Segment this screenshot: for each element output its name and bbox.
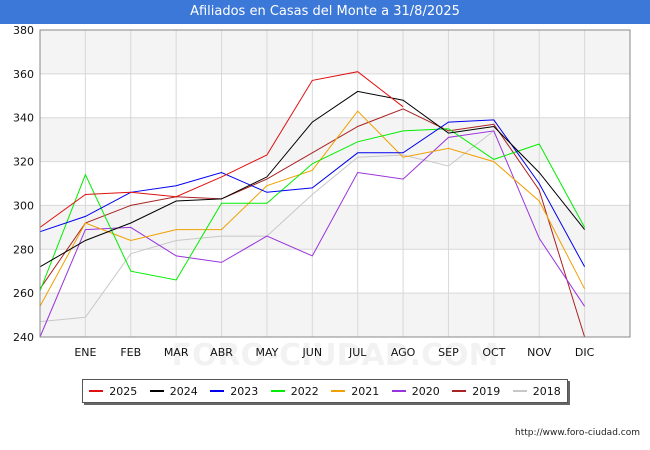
x-tick-label: ABR [210, 346, 233, 359]
legend-item-2018: 2018 [512, 384, 561, 398]
x-tick-label: MAR [164, 346, 189, 359]
legend-swatch [512, 390, 527, 392]
x-tick-label: SEP [438, 346, 459, 359]
series-line-2022 [39, 128, 586, 292]
legend-item-2022: 2022 [270, 384, 319, 398]
legend-label: 2020 [411, 384, 440, 398]
legend-swatch [452, 390, 467, 392]
x-tick-label: ENE [74, 346, 96, 359]
chart-title: Afiliados en Casas del Monte a 31/8/2025 [0, 0, 650, 24]
legend-label: 2022 [290, 384, 319, 398]
legend-item-2021: 2021 [331, 385, 379, 398]
plot-bands [40, 30, 630, 337]
series-line-2025 [39, 71, 404, 228]
y-tick-label: 380 [13, 24, 34, 37]
y-tick-label: 340 [13, 112, 34, 125]
legend-swatch [391, 390, 406, 392]
plot-border [39, 29, 631, 338]
legend-label: 2023 [230, 384, 259, 398]
legend-swatch [89, 390, 104, 392]
legend-item-2020: 2020 [391, 384, 440, 398]
legend-item-2023: 2023 [210, 385, 258, 398]
source-credit: http://www.foro-ciudad.com [515, 428, 640, 438]
x-tick-label: FEB [120, 346, 141, 359]
legend-label: 2021 [351, 384, 380, 398]
legend-swatch [270, 390, 285, 392]
legend-swatch [149, 390, 164, 392]
x-tick-label: OCT [482, 346, 505, 359]
x-tick-label: JUL [348, 346, 367, 359]
x-axis-ticks: ENE FEB MAR ABR MAY JUN JUL AGO SEP OCT NOV DIC [74, 346, 594, 359]
watermark: FORO-CIUDAD.COM [172, 338, 499, 373]
plot-background [40, 30, 630, 337]
legend-label: 2019 [472, 384, 501, 398]
y-tick-label: 240 [13, 331, 34, 344]
series-line-2020 [39, 130, 586, 338]
legend-item-2025: 2025 [89, 385, 137, 398]
legend-item-2024: 2024 [149, 384, 198, 398]
x-tick-label: DIC [575, 346, 595, 359]
y-tick-label: 260 [13, 287, 34, 300]
y-tick-label: 280 [13, 243, 34, 256]
legend-item-2019: 2019 [452, 385, 500, 398]
y-tick-label: 300 [13, 199, 34, 212]
series-lines [39, 71, 586, 338]
plot-band [40, 205, 630, 250]
y-tick-label: 320 [13, 156, 34, 169]
x-tick-label: MAY [255, 346, 278, 359]
series-line-2024 [39, 90, 585, 268]
x-tick-label: JUN [302, 346, 323, 359]
x-tick-label: AGO [391, 346, 416, 359]
series-line-2019 [39, 108, 586, 338]
legend: 2025 2024 2023 2022 2021 2020 2019 2018 [82, 379, 568, 403]
y-tick-label: 360 [13, 68, 34, 81]
plot-band [40, 293, 630, 337]
plot-band [40, 30, 630, 74]
x-tick-label: NOV [527, 346, 552, 359]
legend-swatch [331, 390, 346, 392]
legend-swatch [210, 390, 225, 392]
legend-label: 2018 [532, 384, 561, 398]
series-line-2021 [39, 110, 586, 307]
legend-label: 2024 [169, 384, 198, 398]
y-axis-ticks: 240 260 280 300 320 340 360 380 [13, 24, 34, 344]
legend-label: 2025 [109, 384, 138, 398]
